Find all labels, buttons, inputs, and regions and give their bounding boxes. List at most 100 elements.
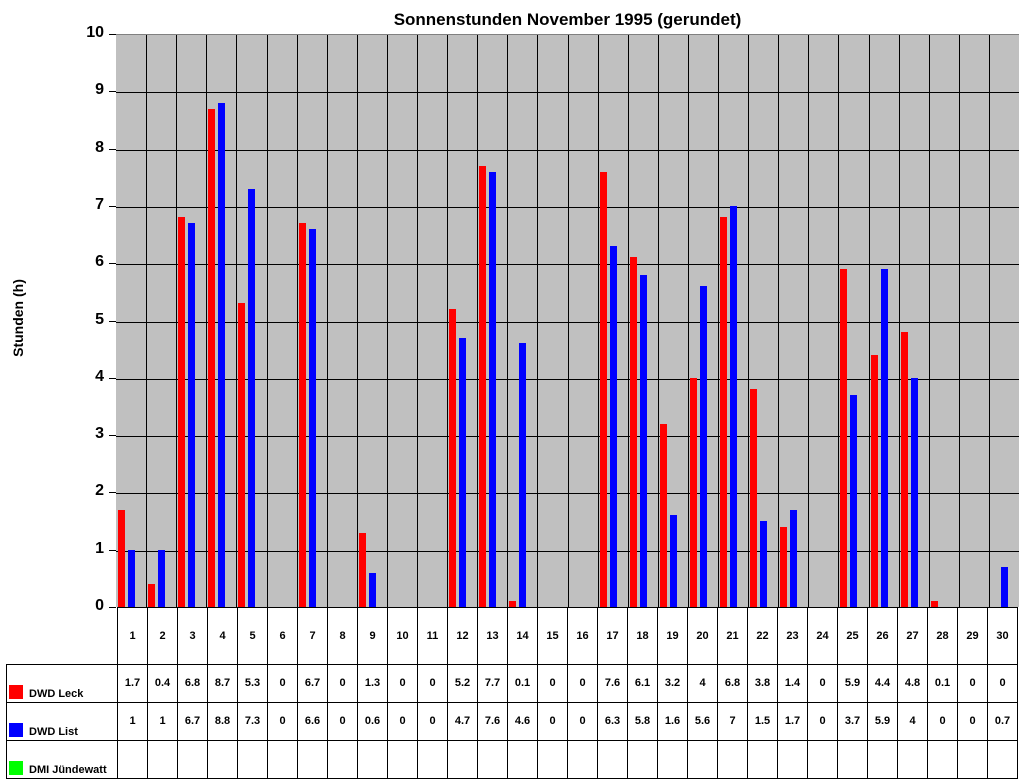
bar bbox=[750, 389, 758, 607]
y-tick-label: 7 bbox=[95, 195, 104, 213]
bar bbox=[850, 395, 858, 607]
table-cell: 0 bbox=[417, 701, 448, 741]
bar bbox=[449, 309, 457, 607]
plot-area bbox=[116, 34, 1019, 607]
y-axis-label: Stunden (h) bbox=[10, 279, 26, 357]
data-table: 1 2 3 4 5 6 7 8 9 10 11 12 13 14 15 16 17 18 19 20 21 22 23 24 2… bbox=[6, 607, 1018, 779]
category-label: 21 bbox=[717, 607, 748, 665]
bar bbox=[930, 601, 938, 607]
table-cell: 5.2 bbox=[447, 663, 478, 703]
table-cell: 0 bbox=[567, 701, 598, 741]
y-tick-mark bbox=[109, 492, 116, 494]
table-cell bbox=[777, 739, 808, 779]
bar bbox=[298, 223, 306, 607]
category-divider bbox=[838, 35, 840, 607]
category-divider bbox=[206, 35, 208, 607]
y-tick-mark bbox=[109, 148, 116, 150]
category-label: 24 bbox=[807, 607, 838, 665]
table-row: DMI Jündewatt bbox=[6, 739, 1018, 779]
table-row: DWD List 1 1 6.7 8.8 7.3 0 6.6 0 0.6 0 0 4.7 7.6 4.6 0 0… bbox=[6, 701, 1018, 741]
table-cell: 0.1 bbox=[507, 663, 538, 703]
table-cell: 8.8 bbox=[207, 701, 238, 741]
table-cell: 0 bbox=[417, 663, 448, 703]
category-label: 23 bbox=[777, 607, 808, 665]
category-divider bbox=[296, 35, 298, 607]
category-divider bbox=[567, 35, 569, 607]
table-cell bbox=[207, 739, 238, 779]
table-cell: 0 bbox=[987, 663, 1018, 703]
category-label: 26 bbox=[867, 607, 898, 665]
y-tick-mark bbox=[109, 205, 116, 207]
category-label: 7 bbox=[297, 607, 328, 665]
bar bbox=[459, 337, 467, 607]
table-cell bbox=[897, 739, 928, 779]
table-cell: 6.7 bbox=[177, 701, 208, 741]
legend-label: DWD List bbox=[29, 725, 78, 738]
category-divider bbox=[748, 35, 750, 607]
bar bbox=[248, 188, 256, 607]
category-divider bbox=[778, 35, 780, 607]
category-divider bbox=[507, 35, 509, 607]
table-cell bbox=[627, 739, 658, 779]
category-divider bbox=[988, 35, 990, 607]
table-cell: 7 bbox=[717, 701, 748, 741]
table-cell bbox=[297, 739, 328, 779]
category-label: 17 bbox=[597, 607, 628, 665]
category-divider bbox=[326, 35, 328, 607]
category-divider bbox=[718, 35, 719, 607]
bar bbox=[1000, 566, 1008, 607]
table-cell bbox=[327, 739, 358, 779]
table-cell: 1 bbox=[147, 701, 178, 741]
category-label: 22 bbox=[747, 607, 778, 665]
category-divider bbox=[356, 35, 358, 607]
table-cell: 0 bbox=[537, 663, 568, 703]
bar bbox=[368, 572, 376, 607]
table-cell: 5.6 bbox=[687, 701, 718, 741]
category-label: 27 bbox=[897, 607, 928, 665]
category-label: 25 bbox=[837, 607, 868, 665]
bar bbox=[669, 515, 677, 607]
table-cell: 6.1 bbox=[627, 663, 658, 703]
category-divider bbox=[266, 35, 268, 607]
category-label: 19 bbox=[657, 607, 688, 665]
category-divider bbox=[386, 35, 388, 607]
category-divider bbox=[417, 35, 418, 607]
category-label: 14 bbox=[507, 607, 538, 665]
table-cell: 0.4 bbox=[147, 663, 178, 703]
category-divider bbox=[958, 35, 960, 607]
bar bbox=[720, 217, 727, 607]
bar bbox=[188, 223, 196, 607]
bar bbox=[208, 108, 216, 607]
table-cell bbox=[807, 739, 838, 779]
category-divider bbox=[868, 35, 870, 607]
table-cell bbox=[927, 739, 958, 779]
category-label: 13 bbox=[477, 607, 508, 665]
table-cell: 0 bbox=[807, 701, 838, 741]
bar bbox=[599, 171, 607, 607]
table-cell: 0 bbox=[387, 701, 418, 741]
table-cell: 1.5 bbox=[747, 701, 778, 741]
y-tick-mark bbox=[109, 435, 116, 437]
y-tick-mark bbox=[109, 320, 116, 322]
table-cell: 4.6 bbox=[507, 701, 538, 741]
category-label: 11 bbox=[417, 607, 448, 665]
y-tick-label: 9 bbox=[95, 81, 104, 99]
legend-swatch bbox=[9, 722, 23, 737]
legend-label: DWD Leck bbox=[29, 687, 84, 700]
bar bbox=[519, 343, 527, 607]
category-label: 16 bbox=[567, 607, 598, 665]
table-cell: 0 bbox=[537, 701, 568, 741]
bar bbox=[760, 521, 768, 607]
bar bbox=[880, 268, 888, 607]
bar bbox=[689, 377, 697, 607]
table-cell: 6.8 bbox=[717, 663, 748, 703]
category-divider bbox=[236, 35, 238, 607]
category-divider bbox=[146, 35, 148, 607]
bar bbox=[158, 549, 166, 607]
table-cell: 5.3 bbox=[237, 663, 268, 703]
table-cell bbox=[147, 739, 178, 779]
table-cell: 5.8 bbox=[627, 701, 658, 741]
table-cell: 7.6 bbox=[597, 663, 628, 703]
category-divider bbox=[447, 35, 449, 607]
table-cell: 1 bbox=[117, 701, 148, 741]
